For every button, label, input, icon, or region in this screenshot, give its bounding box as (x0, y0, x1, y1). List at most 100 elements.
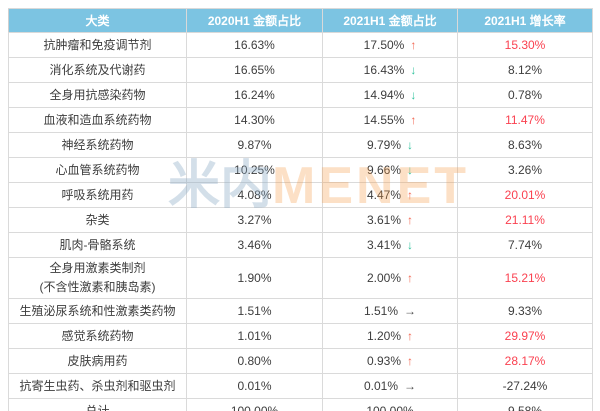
value-2020-cell: 1.90% (186, 257, 323, 299)
trend-arrow-icon: ↑ (407, 188, 414, 202)
value-2020-cell: 100.00% (186, 398, 323, 411)
category-label: 心血管系统药物 (55, 162, 140, 177)
trend-arrow-icon: ↓ (407, 138, 414, 152)
category-cell: 感觉系统药物 (8, 323, 187, 349)
value-2021: 14.94% (363, 88, 405, 102)
header-row: 大类 2020H1 金额占比 2021H1 金额占比 2021H1 增长率 (8, 8, 593, 33)
value-2021-cell: 0.01% → (322, 373, 458, 399)
value-2020: 1.90% (237, 271, 272, 285)
growth-value: 28.17% (504, 354, 546, 368)
value-2020: 10.25% (234, 163, 275, 177)
growth-value: 3.26% (507, 163, 543, 177)
value-2020: 0.01% (237, 379, 272, 393)
category-cell: 全身用抗感染药物 (8, 82, 187, 108)
value-2020: 14.30% (234, 113, 275, 127)
trend-arrow-icon: ↑ (407, 213, 414, 227)
value-2021-cell: 17.50% ↑ (322, 32, 458, 58)
column-header-growth: 2021H1 增长率 (457, 8, 593, 33)
value-2020: 1.51% (237, 304, 272, 318)
growth-value: 29.97% (504, 329, 546, 343)
category-label: 消化系统及代谢药 (49, 62, 146, 77)
table-row: 全身用激素类制剂 (不含性激素和胰岛素) 1.90% 2.00% ↑ 15.21% (8, 257, 593, 299)
category-cell: 抗肿瘤和免疫调节剂 (8, 32, 187, 58)
value-2021-cell: 1.20% ↑ (322, 323, 458, 349)
value-2020-cell: 10.25% (186, 157, 323, 183)
category-cell: 生殖泌尿系统和性激素类药物 (8, 298, 187, 324)
value-2020: 0.80% (237, 354, 272, 368)
category-cell: 总计 (8, 398, 187, 411)
category-cell: 抗寄生虫药、杀虫剂和驱虫剂 (8, 373, 187, 399)
value-2021: 17.50% (363, 38, 405, 52)
value-2020-cell: 4.08% (186, 182, 323, 208)
value-2021: 14.55% (363, 113, 405, 127)
growth-cell: 0.78% (457, 82, 593, 108)
value-2021-cell: 14.55% ↑ (322, 107, 458, 133)
category-cell: 血液和造血系统药物 (8, 107, 187, 133)
value-2021-cell: 0.93% ↑ (322, 348, 458, 374)
value-2021: 9.66% (366, 163, 402, 177)
trend-arrow-icon: → (404, 379, 417, 393)
growth-cell: -27.24% (457, 373, 593, 399)
value-2021-cell: 9.79% ↓ (322, 132, 458, 158)
value-2020: 1.01% (237, 329, 272, 343)
value-2021: 1.20% (366, 329, 402, 343)
category-label: 肌肉-骨骼系统 (59, 237, 136, 252)
value-2020: 100.00% (230, 404, 279, 411)
value-2021: 3.41% (366, 238, 402, 252)
growth-value: 9.58% (507, 404, 543, 411)
table-row: 皮肤病用药 0.80% 0.93% ↑ 28.17% (8, 348, 593, 374)
table-row: 神经系统药物 9.87% 9.79% ↓ 8.63% (8, 132, 593, 158)
trend-arrow-icon: ↑ (410, 38, 417, 52)
category-label: 呼吸系统用药 (61, 187, 134, 202)
category-label: 生殖泌尿系统和性激素类药物 (19, 303, 176, 318)
category-cell: 神经系统药物 (8, 132, 187, 158)
value-2020-cell: 14.30% (186, 107, 323, 133)
growth-value: 15.21% (504, 271, 546, 285)
growth-cell: 15.21% (457, 257, 593, 299)
value-2021-cell: 4.47% ↑ (322, 182, 458, 208)
growth-value: 8.63% (507, 138, 543, 152)
value-2020: 16.65% (234, 63, 275, 77)
growth-value: 8.12% (507, 63, 543, 77)
value-2021: 2.00% (366, 271, 402, 285)
table-row: 抗肿瘤和免疫调节剂 16.63% 17.50% ↑ 15.30% (8, 32, 593, 58)
value-2020: 3.27% (237, 213, 272, 227)
value-2021: 9.79% (366, 138, 402, 152)
growth-value: 21.11% (505, 213, 545, 227)
trend-arrow-icon: ↓ (407, 163, 414, 177)
growth-cell: 28.17% (457, 348, 593, 374)
category-label-line2: (不含性激素和胰岛素) (39, 280, 156, 294)
table-row: 心血管系统药物 10.25% 9.66% ↓ 3.26% (8, 157, 593, 183)
growth-value: 9.33% (507, 304, 543, 318)
growth-value: -27.24% (502, 379, 548, 393)
growth-value: 20.01% (504, 188, 546, 202)
value-2021: 16.43% (363, 63, 405, 77)
value-2021: 3.61% (366, 213, 402, 227)
value-2021-cell: 2.00% ↑ (322, 257, 458, 299)
category-cell: 消化系统及代谢药 (8, 57, 187, 83)
table-row: 血液和造血系统药物 14.30% 14.55% ↑ 11.47% (8, 107, 593, 133)
growth-cell: 7.74% (457, 232, 593, 258)
value-2020-cell: 9.87% (186, 132, 323, 158)
category-label: 全身用抗感染药物 (49, 87, 146, 102)
value-2020: 16.24% (234, 88, 275, 102)
category-label: 抗寄生虫药、杀虫剂和驱虫剂 (19, 378, 176, 393)
data-table: 大类 2020H1 金额占比 2021H1 金额占比 2021H1 增长率 抗肿… (8, 8, 593, 411)
growth-value: 15.30% (504, 38, 546, 52)
value-2021-cell: 3.41% ↓ (322, 232, 458, 258)
value-2020-cell: 0.01% (186, 373, 323, 399)
value-2020: 3.46% (237, 238, 272, 252)
column-header-2020-share: 2020H1 金额占比 (186, 8, 323, 33)
category-label: 总计 (85, 403, 110, 411)
category-label: 抗肿瘤和免疫调节剂 (43, 37, 152, 52)
column-header-category: 大类 (8, 8, 187, 33)
category-label: 杂类 (85, 212, 110, 227)
trend-arrow-icon: ↓ (410, 63, 417, 77)
growth-cell: 11.47% (457, 107, 593, 133)
category-label: 血液和造血系统药物 (43, 112, 152, 127)
value-2020-cell: 1.01% (186, 323, 323, 349)
value-2020-cell: 3.46% (186, 232, 323, 258)
value-2021-cell: 3.61% ↑ (322, 207, 458, 233)
category-label: 感觉系统药物 (61, 328, 134, 343)
value-2020-cell: 16.65% (186, 57, 323, 83)
